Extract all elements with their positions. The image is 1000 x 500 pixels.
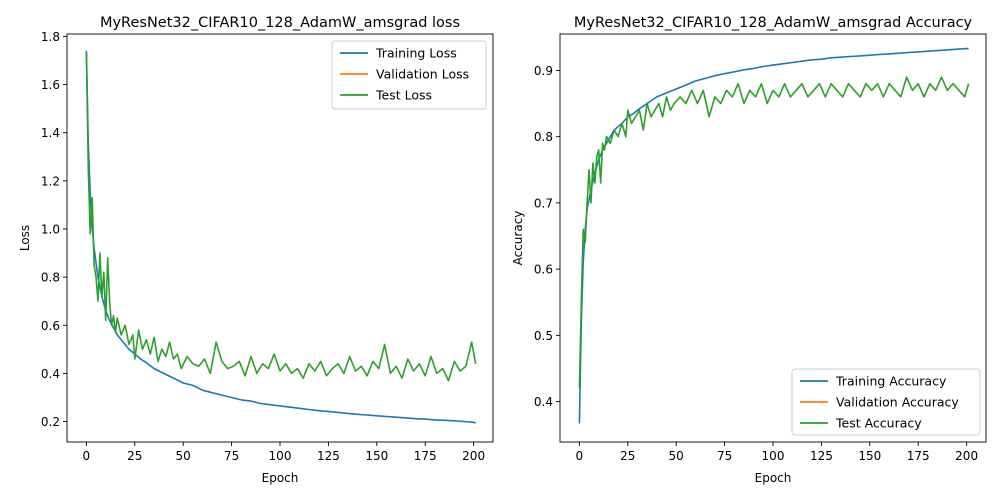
y-tick-label: 0.4: [534, 395, 553, 409]
y-tick-label: 0.5: [534, 329, 553, 343]
y-tick-label: 0.8: [41, 271, 60, 285]
chart-title: MyResNet32_CIFAR10_128_AdamW_amsgrad los…: [100, 15, 460, 31]
x-tick-label: 100: [269, 449, 292, 463]
y-tick-label: 1.4: [41, 126, 60, 140]
legend-label: Training Loss: [375, 46, 457, 61]
y-tick-label: 0.6: [41, 319, 60, 333]
y-tick-label: 0.7: [534, 196, 553, 210]
x-tick-label: 0: [576, 449, 584, 463]
series-line-test-accuracy: [578, 76, 970, 389]
chart-panel-1: MyResNet32_CIFAR10_128_AdamW_amsgrad Acc…: [511, 15, 987, 485]
legend-label: Test Accuracy: [835, 416, 922, 431]
y-tick-label: 0.8: [534, 130, 553, 144]
x-tick-label: 200: [955, 449, 978, 463]
x-tick-label: 25: [620, 449, 635, 463]
y-tick-label: 0.6: [534, 263, 553, 277]
chart-panel-0: MyResNet32_CIFAR10_128_AdamW_amsgrad los…: [18, 15, 494, 485]
x-tick-label: 175: [907, 449, 930, 463]
y-tick-label: 1.8: [41, 30, 60, 44]
x-tick-label: 50: [669, 449, 684, 463]
legend: Training Accuracy Validation Accuracy Test…: [791, 368, 981, 436]
legend-label: Validation Loss: [376, 67, 469, 82]
x-axis-label: Epoch: [755, 471, 792, 485]
legend-label: Training Accuracy: [835, 374, 947, 389]
legend-label: Validation Accuracy: [836, 395, 959, 410]
x-tick-label: 100: [762, 449, 785, 463]
y-tick-label: 1.0: [41, 222, 60, 236]
y-axis-label: Accuracy: [511, 211, 525, 266]
x-tick-label: 25: [127, 449, 142, 463]
x-tick-label: 150: [858, 449, 881, 463]
x-tick-label: 125: [317, 449, 340, 463]
x-tick-label: 75: [717, 449, 732, 463]
legend-box: [331, 40, 487, 110]
x-tick-label: 50: [176, 449, 191, 463]
series-line-test-loss: [85, 53, 477, 382]
y-tick-label: 1.6: [41, 78, 60, 92]
y-tick-label: 0.2: [41, 415, 60, 429]
x-tick-label: 150: [365, 449, 388, 463]
legend: Training Loss Validation Loss Test Loss: [331, 40, 487, 110]
x-tick-label: 175: [414, 449, 437, 463]
legend-box: [791, 368, 981, 436]
legend-label: Test Loss: [375, 88, 432, 103]
x-axis-label: Epoch: [262, 471, 299, 485]
y-tick-label: 1.2: [41, 174, 60, 188]
x-tick-label: 125: [810, 449, 833, 463]
y-tick-label: 0.4: [41, 367, 60, 381]
x-tick-label: 200: [462, 449, 485, 463]
y-axis-label: Loss: [18, 225, 32, 251]
series-line-training-loss: [85, 50, 476, 424]
series-line-training-accuracy: [578, 47, 969, 424]
chart-title: MyResNet32_CIFAR10_128_AdamW_amsgrad Acc…: [574, 15, 973, 31]
x-tick-label: 75: [224, 449, 239, 463]
x-tick-label: 0: [83, 449, 91, 463]
y-tick-label: 0.9: [534, 64, 553, 78]
